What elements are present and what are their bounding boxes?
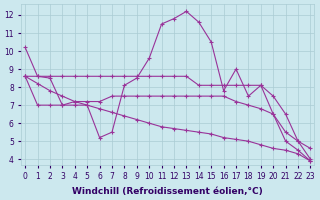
X-axis label: Windchill (Refroidissement éolien,°C): Windchill (Refroidissement éolien,°C)	[72, 187, 263, 196]
